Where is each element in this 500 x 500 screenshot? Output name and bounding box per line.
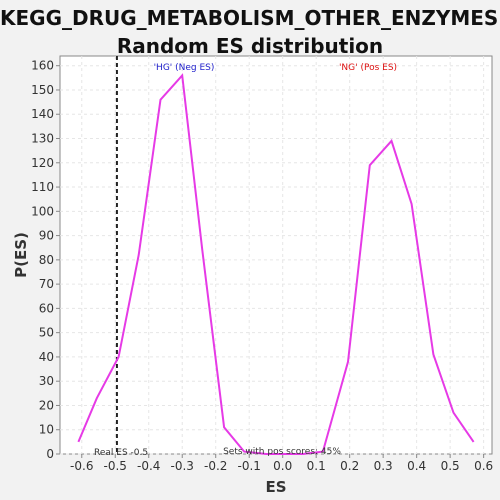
neg-es-label: 'HG' (Neg ES) (154, 63, 215, 73)
y-tick-label: 0 (46, 447, 54, 461)
x-ticks: -0.6 -0.5 -0.4 -0.3 -0.2 -0.1 0.0 0.1 0.2 0.3 0.4 0… (70, 454, 493, 473)
y-tick-label: 150 (31, 83, 54, 97)
chart-title-line1: KEGG_DRUG_METABOLISM_OTHER_ENZYMES: (0, 6, 500, 30)
grid (60, 56, 492, 455)
x-tick-label: 0.1 (307, 459, 326, 473)
x-tick-label: -0.3 (171, 459, 194, 473)
y-tick-label: 140 (31, 107, 54, 121)
y-tick-label: 70 (39, 277, 54, 291)
x-tick-label: 0.5 (441, 459, 460, 473)
plot-area (59, 55, 493, 455)
y-tick-label: 10 (39, 423, 54, 437)
x-tick-label: -0.2 (204, 459, 227, 473)
y-tick-label: 90 (39, 229, 54, 243)
y-tick-label: 130 (31, 132, 54, 146)
x-tick-label: -0.6 (70, 459, 93, 473)
real-es-text: Real ES -0.5 (94, 448, 148, 458)
x-tick-label: -0.5 (104, 459, 127, 473)
y-tick-label: 120 (31, 156, 54, 170)
x-tick-label: 0.6 (474, 459, 493, 473)
y-tick-label: 20 (39, 398, 54, 412)
y-tick-label: 30 (39, 374, 54, 388)
x-tick-label: 0.4 (407, 459, 426, 473)
pos-es-label: 'NG' (Pos ES) (339, 63, 397, 73)
y-tick-label: 80 (39, 253, 54, 267)
x-axis-label: ES (265, 478, 286, 496)
chart-title-line2: Random ES distribution (116, 34, 384, 58)
sets-pos-text: Sets with pos scores: 45% (223, 447, 341, 457)
series-line (77, 73, 475, 455)
y-tick-label: 40 (39, 350, 54, 364)
y-tick-label: 160 (31, 59, 54, 73)
y-tick-label: 110 (31, 180, 54, 194)
x-tick-label: -0.1 (237, 459, 260, 473)
chart-title: KEGG_DRUG_METABOLISM_OTHER_ENZYMES: Rand… (0, 4, 500, 60)
x-tick-label: 0.3 (374, 459, 393, 473)
x-tick-label: -0.4 (137, 459, 160, 473)
y-tick-label: 60 (39, 301, 54, 315)
y-ticks: 0 10 20 30 40 50 60 70 80 90 100 110 120 130 140 150 160 (31, 59, 60, 461)
y-axis-label: P(ES) (12, 232, 30, 278)
y-tick-label: 50 (39, 326, 54, 340)
x-tick-label: 0.0 (273, 459, 292, 473)
y-tick-label: 100 (31, 204, 54, 218)
x-tick-label: 0.2 (340, 459, 359, 473)
